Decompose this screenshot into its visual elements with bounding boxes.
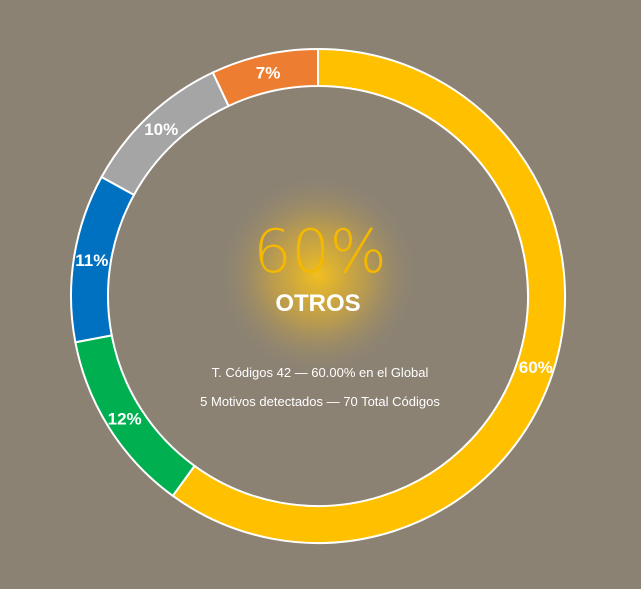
slice-label-4: 10% xyxy=(144,120,178,139)
slice-group xyxy=(70,47,566,544)
slice-label-2: 12% xyxy=(108,410,142,429)
slice-label-1: 60% xyxy=(519,358,553,377)
center-percent: 60% xyxy=(253,217,386,287)
center-info-line-2: 5 Motivos detectados — 70 Total Códigos xyxy=(200,394,440,409)
slice-label-5: 7% xyxy=(256,64,281,83)
slice-label-group: 60% 12% 11% 10% 7% xyxy=(75,64,553,429)
center-info-line-1: T. Códigos 42 — 60.00% en el Global xyxy=(212,365,429,380)
donut-slice-1 xyxy=(171,47,566,544)
center-glow xyxy=(213,170,423,380)
donut-slice-5 xyxy=(211,47,319,108)
slice-label-3: 11% xyxy=(75,251,108,270)
center-category-name: OTROS xyxy=(275,290,360,317)
